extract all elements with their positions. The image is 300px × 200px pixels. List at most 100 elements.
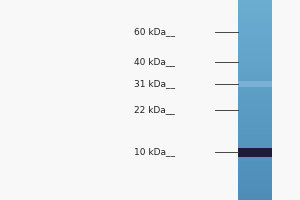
Bar: [238, 10, 272, 11]
Bar: [238, 105, 272, 106]
Bar: [238, 55, 272, 56]
Bar: [238, 84, 272, 85]
Bar: [238, 70, 272, 71]
Bar: [238, 128, 272, 129]
Bar: [238, 110, 272, 111]
Bar: [238, 157, 272, 158]
Bar: [238, 21, 272, 22]
Bar: [238, 99, 272, 100]
Bar: [238, 17, 272, 18]
Bar: [238, 129, 272, 130]
Bar: [238, 119, 272, 120]
Bar: [238, 12, 272, 13]
Bar: [238, 154, 272, 155]
Bar: [238, 61, 272, 62]
Bar: [238, 9, 272, 10]
Bar: [238, 19, 272, 20]
Bar: [238, 46, 272, 47]
Bar: [238, 89, 272, 90]
Bar: [238, 164, 272, 165]
Bar: [238, 151, 272, 152]
Bar: [238, 174, 272, 175]
Bar: [238, 192, 272, 193]
Bar: [238, 169, 272, 170]
Bar: [238, 199, 272, 200]
Bar: [238, 177, 272, 178]
Bar: [238, 35, 272, 36]
Bar: [238, 14, 272, 15]
Bar: [238, 156, 272, 157]
Bar: [238, 120, 272, 121]
Bar: [238, 11, 272, 12]
Bar: [238, 124, 272, 125]
Bar: [238, 178, 272, 179]
Bar: [238, 184, 272, 185]
Bar: [238, 24, 272, 25]
Bar: [238, 138, 272, 139]
Bar: [238, 175, 272, 176]
Bar: [238, 32, 272, 33]
Bar: [238, 6, 272, 7]
Bar: [238, 57, 272, 58]
Bar: [238, 34, 272, 35]
Bar: [238, 88, 272, 89]
Bar: [238, 172, 272, 173]
Bar: [238, 161, 272, 162]
Bar: [238, 33, 272, 34]
Bar: [238, 115, 272, 116]
Bar: [238, 15, 272, 16]
Bar: [238, 176, 272, 177]
Bar: [238, 148, 272, 156]
Bar: [238, 52, 272, 53]
Bar: [238, 136, 272, 137]
Bar: [238, 122, 272, 123]
Bar: [238, 38, 272, 39]
Bar: [238, 5, 272, 6]
Bar: [238, 116, 272, 117]
Bar: [238, 173, 272, 174]
Bar: [238, 69, 272, 70]
Bar: [238, 49, 272, 50]
Bar: [238, 158, 272, 159]
Bar: [238, 81, 272, 87]
Bar: [238, 193, 272, 194]
Bar: [238, 127, 272, 128]
Bar: [238, 146, 272, 147]
Bar: [238, 42, 272, 43]
Bar: [238, 121, 272, 122]
Bar: [238, 133, 272, 134]
Bar: [238, 63, 272, 64]
Bar: [238, 197, 272, 198]
Bar: [238, 95, 272, 96]
Bar: [238, 182, 272, 183]
Bar: [238, 186, 272, 187]
Bar: [238, 47, 272, 48]
Bar: [238, 181, 272, 182]
Bar: [238, 81, 272, 82]
Bar: [238, 48, 272, 49]
Bar: [238, 150, 272, 151]
Bar: [238, 31, 272, 32]
Bar: [238, 196, 272, 197]
Bar: [238, 125, 272, 126]
Bar: [238, 85, 272, 86]
Bar: [238, 180, 272, 181]
Bar: [238, 80, 272, 81]
Bar: [238, 44, 272, 45]
Bar: [238, 166, 272, 167]
Bar: [238, 73, 272, 74]
Bar: [238, 102, 272, 103]
Bar: [238, 152, 272, 153]
Bar: [238, 51, 272, 52]
Bar: [238, 108, 272, 109]
Bar: [238, 183, 272, 184]
Bar: [238, 135, 272, 136]
Bar: [238, 29, 272, 30]
Bar: [238, 100, 272, 101]
Bar: [238, 179, 272, 180]
Bar: [238, 109, 272, 110]
Bar: [238, 64, 272, 65]
Bar: [238, 8, 272, 9]
Bar: [238, 126, 272, 127]
Bar: [238, 67, 272, 68]
